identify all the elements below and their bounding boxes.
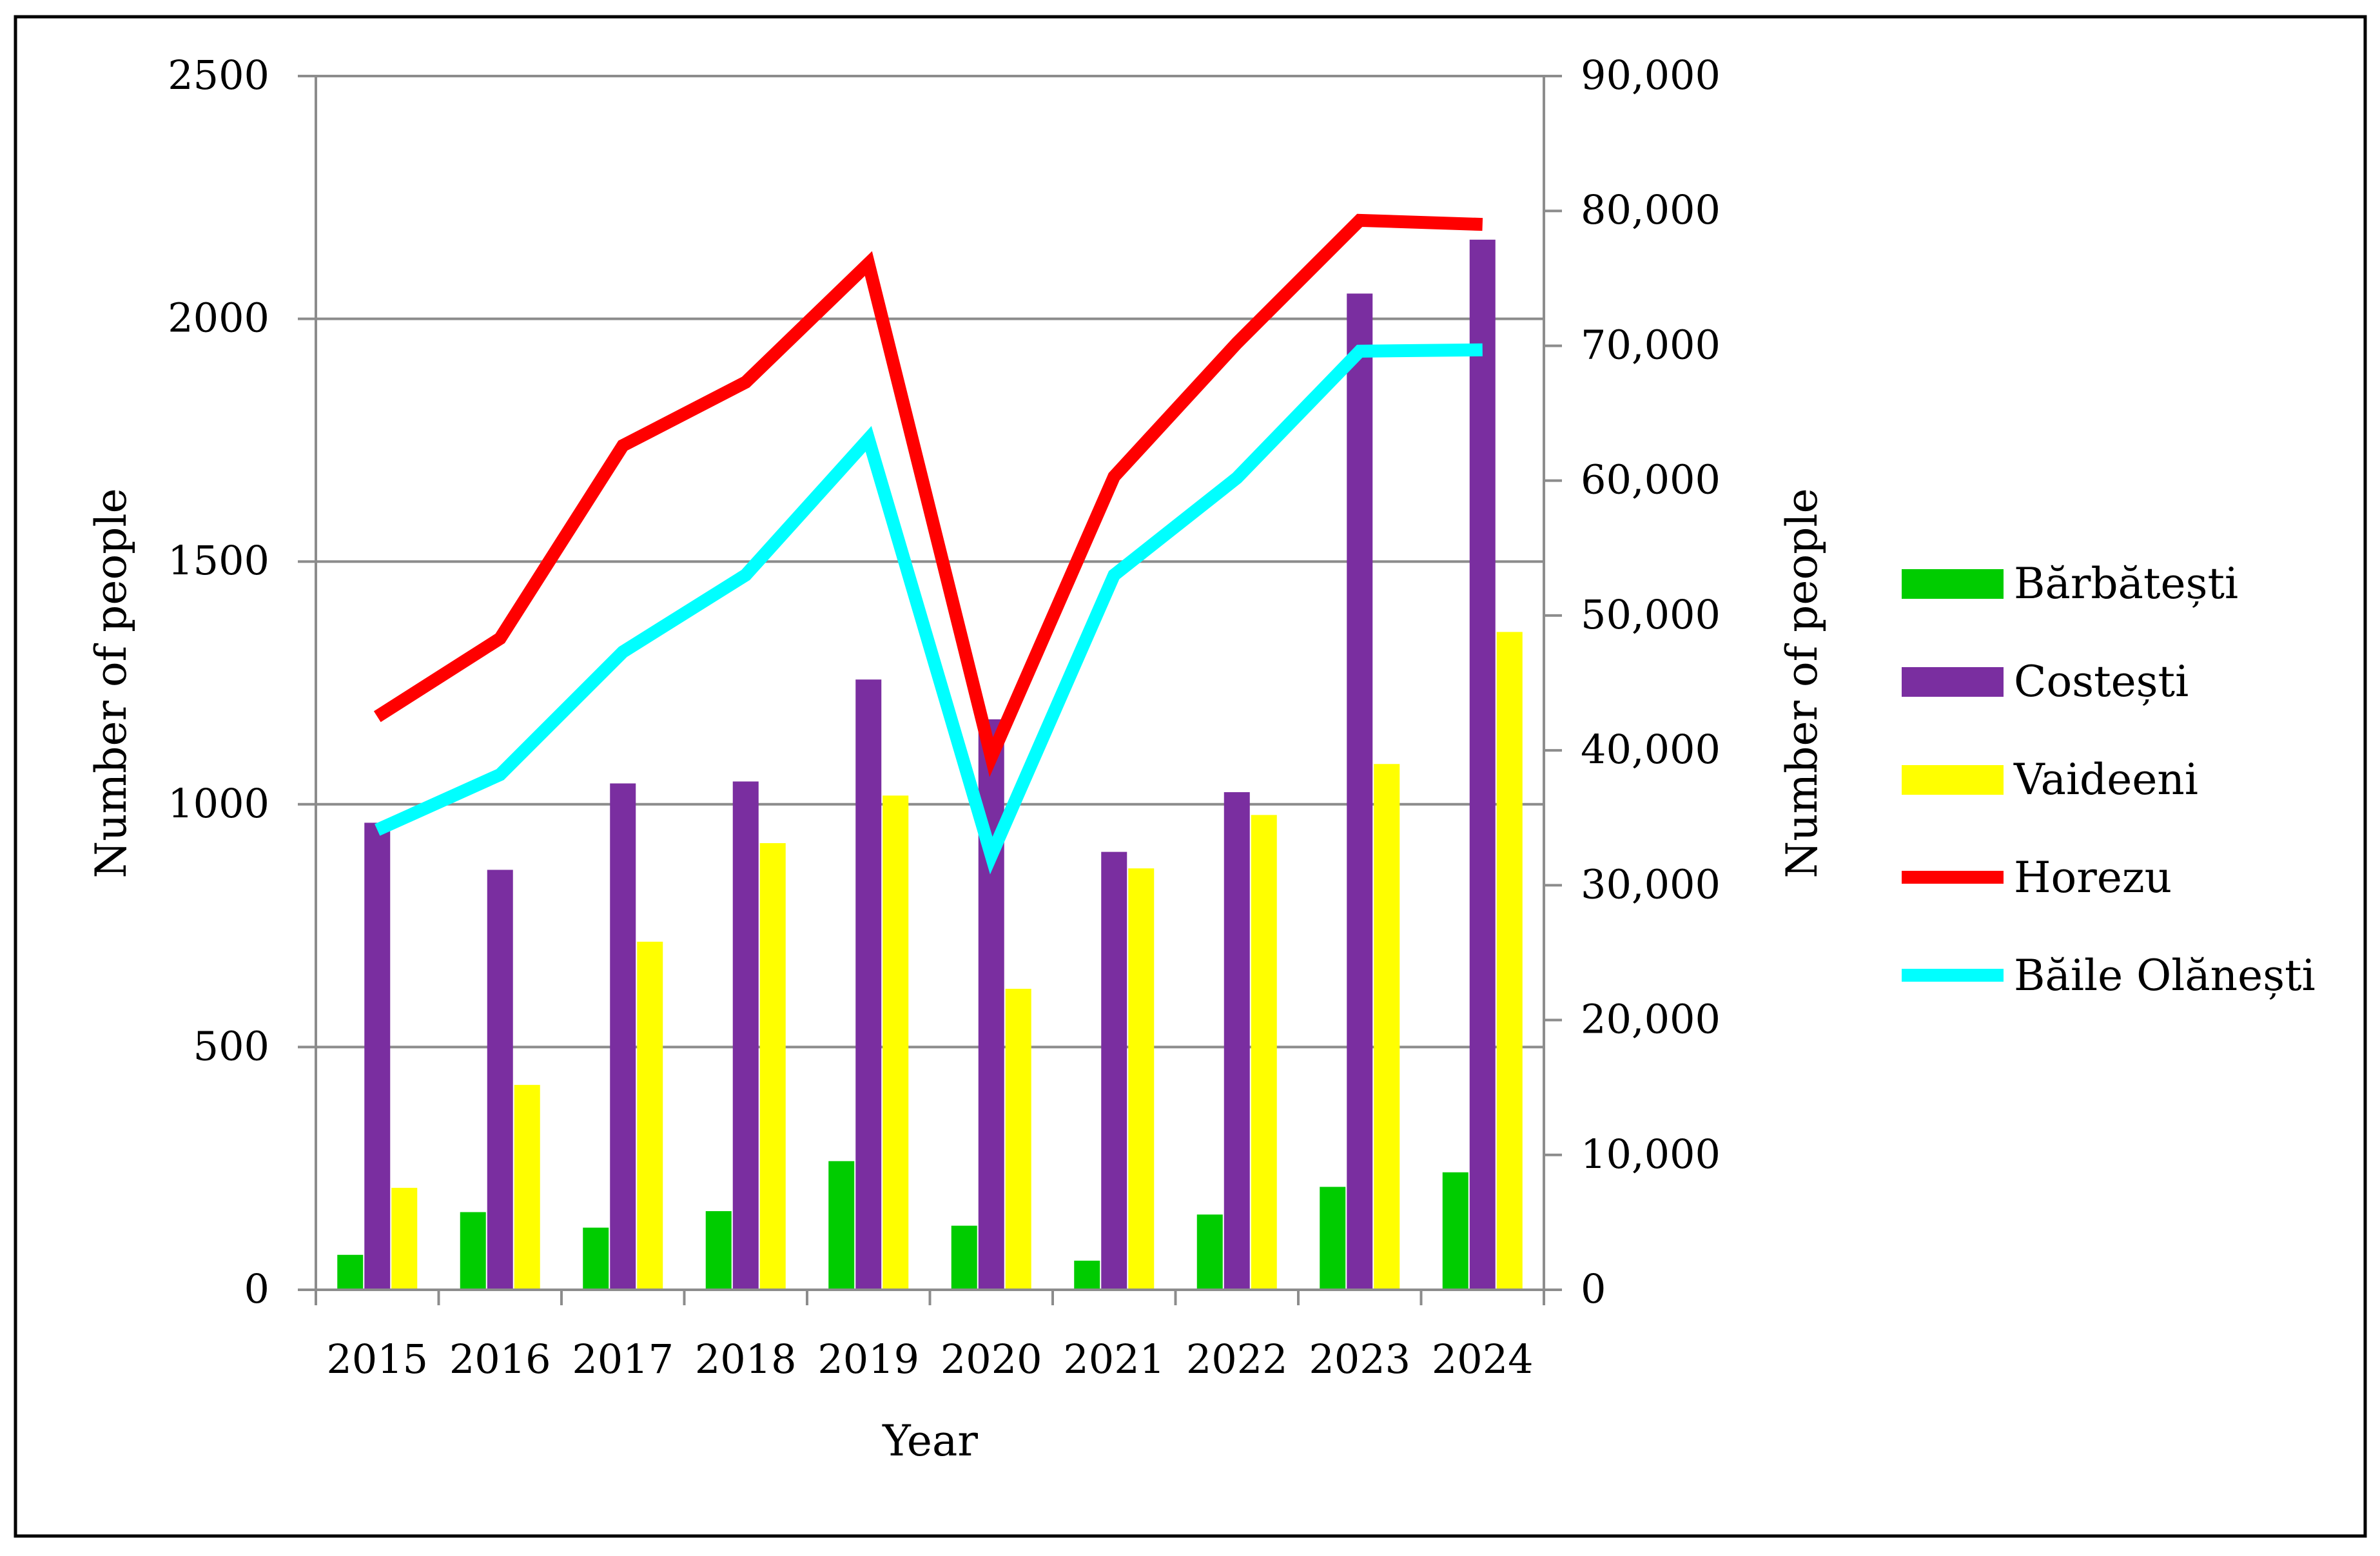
y-axis-right-tick-label: 70,000: [1581, 321, 1721, 368]
bar-vaideeni-2020: [1005, 989, 1031, 1290]
x-axis-tick-label: 2020: [941, 1336, 1042, 1383]
legend-label-vaideeni: Vaideeni: [2013, 755, 2198, 804]
bar-b-rb-te-ti-2023: [1320, 1187, 1346, 1290]
y-axis-right-title: Number of people: [1777, 488, 1827, 878]
bar-b-rb-te-ti-2020: [951, 1225, 977, 1290]
line-b-ile-ol-ne-ti: [375, 343, 1483, 875]
y-axis-left-tick-label: 500: [193, 1022, 269, 1069]
y-axis-right-tick-label: 40,000: [1581, 726, 1721, 773]
y-axis-right-tick-label: 30,000: [1581, 861, 1721, 908]
legend: Bărbătești Costești Vaideeni Horezu Băile Ol…: [1902, 559, 2316, 1000]
axes: [298, 75, 1562, 1305]
bar-coste-ti-2016: [487, 870, 513, 1290]
bar-coste-ti-2019: [855, 679, 882, 1290]
bar-vaideeni-2022: [1251, 815, 1277, 1290]
y-axis-right-tick-label: 60,000: [1581, 456, 1721, 503]
bar-b-rb-te-ti-2017: [583, 1227, 609, 1290]
bar-b-rb-te-ti-2021: [1074, 1260, 1100, 1290]
y-axis-left-tick-label: 0: [244, 1265, 269, 1312]
line-horezu: [373, 213, 1483, 777]
y-axis-right-tick-label: 90,000: [1581, 52, 1721, 99]
y-axis-left-tick-label: 2000: [168, 295, 269, 342]
tick-labels: 0 500 1000 1500 2000 2500 0 10,000 20,000 30,000 4…: [168, 52, 1721, 1383]
legend-swatch-b-rb-te-ti: [1902, 569, 2004, 599]
line-series-group: [373, 213, 1483, 875]
bar-vaideeni-2019: [883, 795, 909, 1290]
chart-frame: [14, 15, 2367, 1538]
bar-b-rb-te-ti-2016: [460, 1212, 486, 1290]
bar-coste-ti-2015: [364, 822, 391, 1290]
x-axis-tick-label: 2023: [1309, 1336, 1410, 1383]
x-axis-tick-label: 2022: [1186, 1336, 1288, 1383]
bar-vaideeni-2021: [1128, 868, 1155, 1290]
bar-b-rb-te-ti-2022: [1196, 1214, 1223, 1290]
bar-vaideeni-2023: [1374, 764, 1400, 1290]
legend-swatch-coste-ti: [1902, 667, 2004, 697]
bar-series-group: [337, 239, 1523, 1290]
x-axis-tick-label: 2021: [1063, 1336, 1165, 1383]
bar-coste-ti-2022: [1224, 792, 1250, 1290]
legend-label-b-rb-te-ti: Bărbătești: [2014, 559, 2238, 608]
bar-coste-ti-2024: [1469, 239, 1496, 1290]
bar-vaideeni-2018: [759, 843, 786, 1290]
x-axis-tick-label: 2015: [326, 1336, 428, 1383]
bar-vaideeni-2015: [391, 1187, 418, 1290]
bar-b-rb-te-ti-2015: [337, 1254, 364, 1290]
bar-coste-ti-2021: [1101, 851, 1127, 1290]
axis-titles: Number of people Number of people Year: [86, 488, 1827, 1466]
bar-b-rb-te-ti-2019: [828, 1161, 855, 1290]
x-axis-tick-label: 2016: [449, 1336, 551, 1383]
y-axis-right-tick-label: 50,000: [1581, 591, 1721, 638]
bar-b-rb-te-ti-2018: [705, 1211, 732, 1290]
x-axis-tick-label: 2024: [1432, 1336, 1534, 1383]
y-axis-right-tick-label: 80,000: [1581, 186, 1721, 233]
bar-vaideeni-2017: [637, 941, 663, 1290]
y-axis-left-tick-label: 2500: [168, 52, 269, 99]
bar-vaideeni-2016: [514, 1085, 540, 1290]
x-axis-tick-label: 2019: [817, 1336, 919, 1383]
y-axis-left-tick-label: 1000: [168, 780, 269, 827]
bar-coste-ti-2018: [732, 781, 759, 1290]
y-axis-left-tick-label: 1500: [168, 537, 269, 584]
y-axis-right-tick-label: 20,000: [1581, 996, 1721, 1043]
gridlines: [298, 75, 1544, 1049]
bar-coste-ti-2023: [1347, 293, 1373, 1290]
x-axis-tick-label: 2017: [572, 1336, 674, 1383]
y-axis-left-title: Number of people: [86, 488, 136, 878]
legend-label-b-ile-ol-ne-ti: Băile Olănești: [2014, 951, 2316, 1000]
x-axis-tick-label: 2018: [695, 1336, 797, 1383]
legend-label-horezu: Horezu: [2014, 853, 2172, 902]
legend-swatch-vaideeni: [1902, 765, 2004, 795]
x-axis-title: Year: [882, 1416, 978, 1466]
y-axis-right-tick-label: 0: [1581, 1265, 1606, 1312]
bar-b-rb-te-ti-2024: [1442, 1172, 1468, 1290]
bar-coste-ti-2017: [610, 783, 636, 1290]
y-axis-right-tick-label: 10,000: [1581, 1131, 1721, 1178]
legend-label-coste-ti: Costești: [2014, 657, 2189, 706]
bar-vaideeni-2024: [1496, 632, 1523, 1290]
